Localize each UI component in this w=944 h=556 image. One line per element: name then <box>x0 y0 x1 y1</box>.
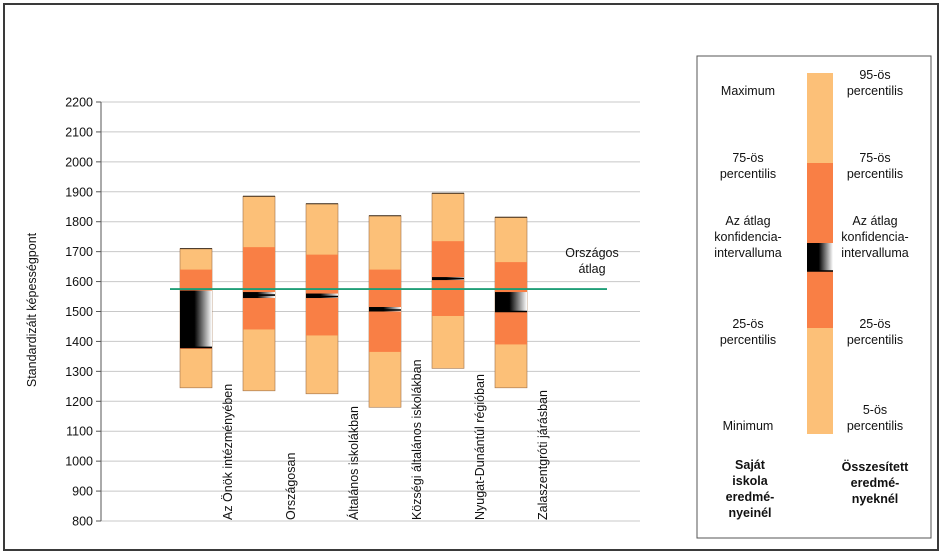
legend-left-label: 75-ös <box>732 151 763 165</box>
legend-swatch <box>807 271 833 328</box>
category-labels: Az Önök intézményében Országosan Általános… <box>221 359 550 520</box>
box-4 <box>431 192 465 369</box>
y-tick-label: 900 <box>72 485 93 499</box>
box-2 <box>305 203 339 395</box>
legend-left-label: intervalluma <box>714 246 781 260</box>
boxes <box>179 192 528 408</box>
y-tick-label: 1000 <box>65 455 93 469</box>
legend-right-footer: eredmé- <box>851 476 900 490</box>
legend-right-footer: Összesített <box>842 459 910 474</box>
legend-left-footer: Saját <box>735 458 766 472</box>
y-tick-label: 1400 <box>65 335 93 349</box>
national-average: Országos átlag <box>170 246 619 290</box>
y-tick-label: 1200 <box>65 395 93 409</box>
y-tick-label: 1300 <box>65 365 93 379</box>
legend-swatch <box>807 73 833 163</box>
y-tick-label: 2200 <box>65 96 93 110</box>
average-label: átlag <box>578 262 605 276</box>
legend-swatch <box>807 163 833 243</box>
y-tick-label: 1500 <box>65 305 93 319</box>
y-tick-label: 1600 <box>65 275 93 289</box>
y-axis-label: Standardizált képességpont <box>25 232 39 387</box>
category-label: Nyugat-Dunántúl régióban <box>473 374 487 520</box>
legend-left-label: konfidencia- <box>714 230 781 244</box>
category-label: Az Önök intézményében <box>221 384 235 520</box>
y-tick-label: 1900 <box>65 185 93 199</box>
category-label: Községi általános iskolákban <box>410 359 424 520</box>
box-5 <box>494 216 528 389</box>
box-confidence-interval <box>180 290 212 348</box>
y-tick-label: 1100 <box>66 425 93 439</box>
legend-right-label: percentilis <box>847 84 903 98</box>
legend-right-label: 5-ös <box>863 403 887 417</box>
legend-left-footer: iskola <box>732 474 768 488</box>
legend-ci-swatch <box>807 243 833 271</box>
y-axis: 800 900 1000 1100 1200 1300 1400 1500 1600 1700 18… <box>65 96 102 529</box>
y-tick-label: 1800 <box>65 215 93 229</box>
legend-right-label: Az átlag <box>852 214 897 228</box>
category-label: Általános iskolákban <box>346 406 361 520</box>
legend-right-label: percentilis <box>847 167 903 181</box>
legend-right-label: konfidencia- <box>841 230 908 244</box>
legend-right-label: 95-ös <box>859 68 890 82</box>
category-label: Zalaszentgróti járásban <box>536 390 550 520</box>
box-1 <box>242 195 276 392</box>
legend-right-label: 75-ös <box>859 151 890 165</box>
y-tick-label: 2100 <box>65 125 93 139</box>
legend-right-label: intervalluma <box>841 246 908 260</box>
legend-right-label: 25-ös <box>859 317 890 331</box>
y-tick-label: 1700 <box>65 245 93 259</box>
legend-left-footer: eredmé- <box>726 490 775 504</box>
legend-right-label: percentilis <box>847 333 903 347</box>
y-tick-label: 2000 <box>65 155 93 169</box>
average-label: Országos <box>565 246 619 260</box>
box-3 <box>368 215 402 408</box>
legend-left-label: Maximum <box>721 84 775 98</box>
box-confidence-interval <box>495 292 527 312</box>
legend-left-label: percentilis <box>720 167 776 181</box>
legend-right-label: percentilis <box>847 419 903 433</box>
y-tick-label: 800 <box>72 515 93 529</box>
legend-left-label: percentilis <box>720 333 776 347</box>
legend-left-label: Minimum <box>723 419 774 433</box>
legend-left-label: Az átlag <box>725 214 770 228</box>
legend: Maximum 75-ös percentilis Az átlag konfidenc… <box>696 55 932 539</box>
legend-left-footer: nyeinél <box>728 506 771 520</box>
box-0 <box>179 248 213 389</box>
legend-right-footer: nyeknél <box>852 492 899 506</box>
category-label: Országosan <box>284 453 298 520</box>
legend-swatch <box>807 328 833 434</box>
legend-left-label: 25-ös <box>732 317 763 331</box>
